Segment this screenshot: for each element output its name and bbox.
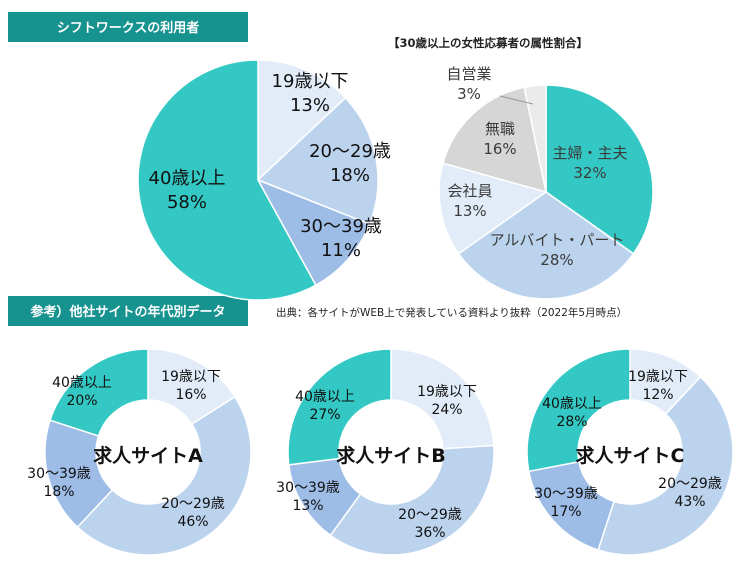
site-b-donut-slice-4 — [287, 348, 392, 466]
site-a-donut-slice-4 — [49, 348, 149, 437]
attribute-pie-slice-5-leader-line — [499, 95, 534, 105]
competitors-banner-bg — [8, 296, 248, 326]
users-pie-slice-1 — [257, 59, 347, 182]
attribute-pie-slice-2-label: アルバイト・パート — [490, 231, 625, 249]
attribute-pie-slice-5-label: 自営業 — [446, 65, 491, 83]
site-a-donut-slice-1-value-label: 16% — [175, 387, 206, 403]
site-c-donut-slice-4 — [526, 348, 631, 473]
users-pie-slice-3-value-label: 11% — [321, 240, 361, 261]
attribute-pie-slice-4-label: 無職 — [485, 120, 515, 138]
site-c-donut-slice-1-label: 19歳以下 — [628, 369, 688, 385]
users-pie-slice-2 — [256, 96, 379, 226]
site-a-donut-slice-3-value-label: 18% — [43, 484, 74, 500]
site-b-donut-slice-1 — [390, 348, 495, 450]
users-pie-slice-3-label: 30～39歳 — [300, 216, 382, 237]
users-pie-slice-1-value-label: 13% — [290, 95, 330, 116]
site-a-donut-slice-3-label: 30～39歳 — [27, 466, 91, 482]
site-b-donut-slice-2-value-label: 36% — [414, 525, 445, 541]
site-c-donut-slice-2 — [597, 375, 734, 556]
users-pie-slice-4-label: 40歳以上 — [149, 168, 226, 189]
attribute-pie-slice-4 — [442, 86, 547, 194]
site-b-donut-slice-2-label: 20～29歳 — [398, 507, 462, 523]
site-b-donut-slice-1-value-label: 24% — [431, 402, 462, 418]
attribute-pie-slice-2 — [457, 191, 635, 300]
site-b-donut-slice-4-label: 40歳以上 — [295, 389, 355, 405]
site-a-donut-slice-2-value-label: 46% — [177, 514, 208, 530]
attribute-chart-title: 【30歳以上の女性応募者の属性割合】 — [388, 36, 588, 50]
site-b-donut-slice-1-label: 19歳以下 — [417, 384, 477, 400]
site-b-donut-slice-4-value-label: 27% — [309, 407, 340, 423]
site-c-donut-slice-1-value-label: 12% — [642, 387, 673, 403]
site-a-donut-slice-2 — [76, 395, 252, 556]
site-c-donut-slice-2-value-label: 43% — [674, 494, 705, 510]
attribute-pie-slice-4-value-label: 16% — [483, 140, 516, 158]
competitors-banner-text: 参考）他社サイトの年代別データ — [30, 304, 225, 320]
attribute-pie-slice-5-value-label: 3% — [457, 85, 481, 103]
site-b-donut-slice-3-label: 30～39歳 — [276, 480, 340, 496]
site-a-donut-slice-4-value-label: 20% — [66, 393, 97, 409]
users-banner-bg — [8, 12, 248, 42]
attribute-pie-slice-3-value-label: 13% — [453, 202, 486, 220]
site-c-donut-slice-4-label: 40歳以上 — [542, 396, 602, 412]
site-c-donut-center-title: 求人サイトC — [576, 444, 685, 467]
users-pie-slice-2-label: 20～29歳 — [309, 141, 391, 162]
attribute-pie-slice-1-value-label: 32% — [573, 164, 606, 182]
site-b-donut-slice-3-value-label: 13% — [292, 498, 323, 514]
users-pie-slice-4 — [137, 59, 317, 301]
site-a-donut-slice-2-label: 20～29歳 — [161, 496, 225, 512]
users-banner-text: シフトワークスの利用者 — [57, 20, 200, 36]
attribute-pie-slice-3-label: 会社員 — [447, 182, 492, 200]
chart-layer: 19歳以下 13% 20～29歳 18% 30～39歳 11% 40歳以上 58% 主婦・主夫 3… — [27, 59, 734, 556]
site-b-donut-slice-2 — [329, 444, 495, 556]
site-a-donut-slice-1-label: 19歳以下 — [161, 369, 221, 385]
site-b-donut-center-title: 求人サイトB — [336, 444, 445, 467]
site-a-donut-center-title: 求人サイトA — [93, 444, 203, 467]
attribute-pie-slice-1 — [545, 84, 654, 255]
attribute-pie-slice-2-value-label: 28% — [540, 251, 573, 269]
site-c-donut-slice-4-value-label: 28% — [556, 414, 587, 430]
site-c-donut-slice-2-label: 20～29歳 — [658, 476, 722, 492]
attribute-pie-slice-5 — [523, 84, 547, 193]
source-note: 出典：各サイトがWEB上で発表している資料より抜粋（2022年5月時点） — [276, 306, 627, 319]
users-pie-slice-2-value-label: 18% — [330, 165, 370, 186]
users-pie-slice-1-label: 19歳以下 — [272, 71, 349, 92]
site-c-donut-slice-3-label: 30～39歳 — [534, 486, 598, 502]
users-pie-slice-3 — [256, 178, 371, 287]
attribute-pie-slice-3 — [438, 162, 548, 255]
site-a-donut-slice-4-label: 40歳以上 — [52, 375, 112, 391]
users-pie-slice-4-value-label: 58% — [167, 192, 207, 213]
attribute-pie-slice-1-label: 主婦・主夫 — [552, 144, 627, 162]
site-c-donut-slice-3-value-label: 17% — [550, 504, 581, 520]
